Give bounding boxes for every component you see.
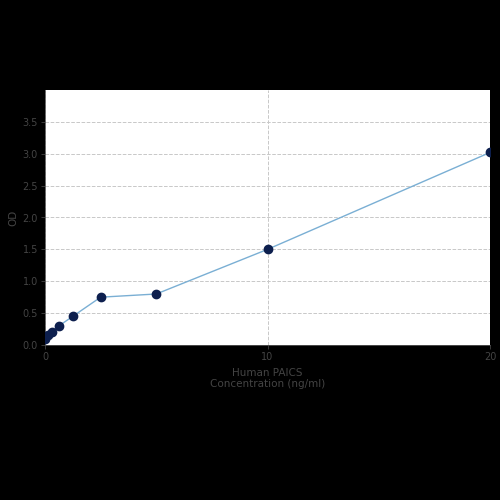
X-axis label: Human PAICS
Concentration (ng/ml): Human PAICS Concentration (ng/ml) xyxy=(210,368,325,389)
Y-axis label: OD: OD xyxy=(8,210,18,226)
